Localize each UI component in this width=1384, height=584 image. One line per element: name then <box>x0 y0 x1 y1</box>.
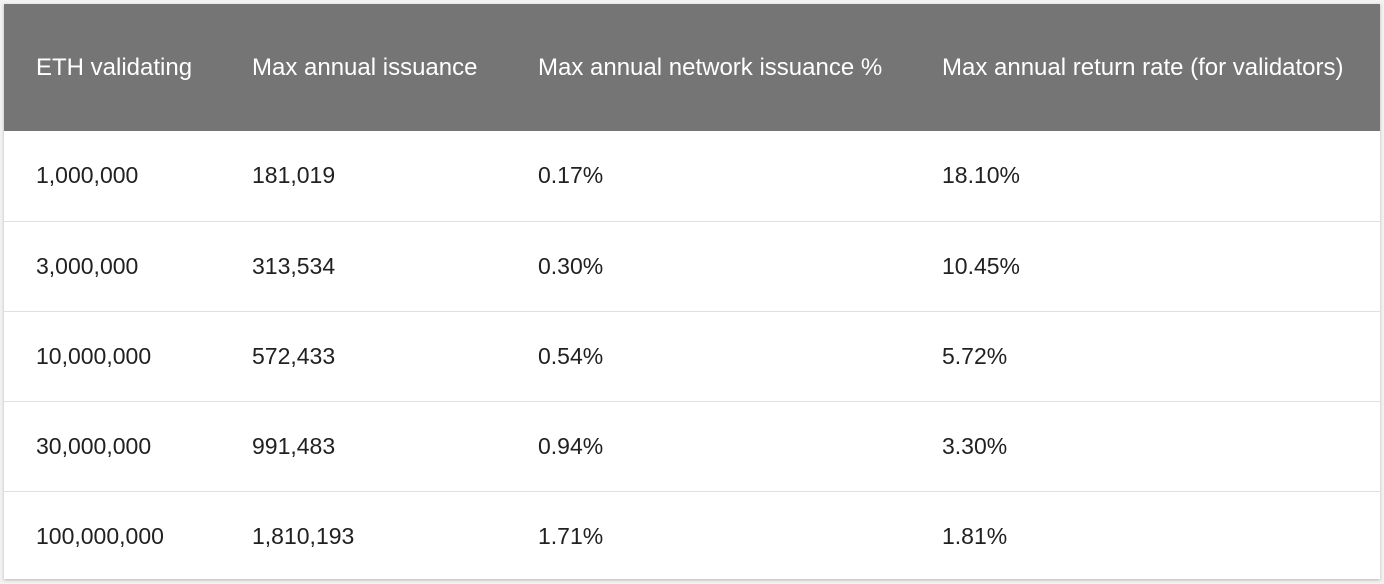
cell-max-annual-issuance: 991,483 <box>252 432 336 459</box>
cell-network-issuance-pct: 1.71% <box>538 522 604 549</box>
cell-eth-validating: 10,000,000 <box>36 342 152 369</box>
header-max-annual-issuance: Max annual issuance <box>252 53 478 81</box>
cell-eth-validating: 1,000,000 <box>36 162 139 189</box>
cell-max-annual-issuance: 181,019 <box>252 162 336 189</box>
cell-network-issuance-pct: 0.30% <box>538 252 604 279</box>
cell-max-annual-issuance: 1,810,193 <box>252 522 355 549</box>
table-row: 10,000,000 572,433 0.54% 5.72% <box>4 311 1380 401</box>
table-row: 3,000,000 313,534 0.30% 10.45% <box>4 221 1380 311</box>
cell-return-rate: 5.72% <box>942 342 1008 369</box>
cell-max-annual-issuance: 313,534 <box>252 252 336 279</box>
header-max-annual-network-issuance-pct: Max annual network issuance % <box>538 53 883 81</box>
cell-eth-validating: 100,000,000 <box>36 522 164 549</box>
issuance-table: ETH validating Max annual issuance Max a… <box>4 4 1380 579</box>
cell-network-issuance-pct: 0.17% <box>538 162 604 189</box>
header-max-annual-return-rate: Max annual return rate (for validators) <box>942 53 1344 81</box>
table-row: 1,000,000 181,019 0.17% 18.10% <box>4 131 1380 221</box>
cell-return-rate: 10.45% <box>942 252 1021 279</box>
table-row: 30,000,000 991,483 0.94% 3.30% <box>4 401 1380 491</box>
cell-max-annual-issuance: 572,433 <box>252 342 336 369</box>
cell-return-rate: 3.30% <box>942 432 1008 459</box>
cell-eth-validating: 3,000,000 <box>36 252 139 279</box>
cell-return-rate: 1.81% <box>942 522 1008 549</box>
cell-network-issuance-pct: 0.54% <box>538 342 604 369</box>
header-eth-validating: ETH validating <box>36 53 193 81</box>
table-row: 100,000,000 1,810,193 1.71% 1.81% <box>4 491 1380 579</box>
cell-network-issuance-pct: 0.94% <box>538 432 604 459</box>
cell-return-rate: 18.10% <box>942 162 1021 189</box>
cell-eth-validating: 30,000,000 <box>36 432 152 459</box>
table-header-row: ETH validating Max annual issuance Max a… <box>4 4 1380 131</box>
issuance-table-card: ETH validating Max annual issuance Max a… <box>4 4 1380 579</box>
